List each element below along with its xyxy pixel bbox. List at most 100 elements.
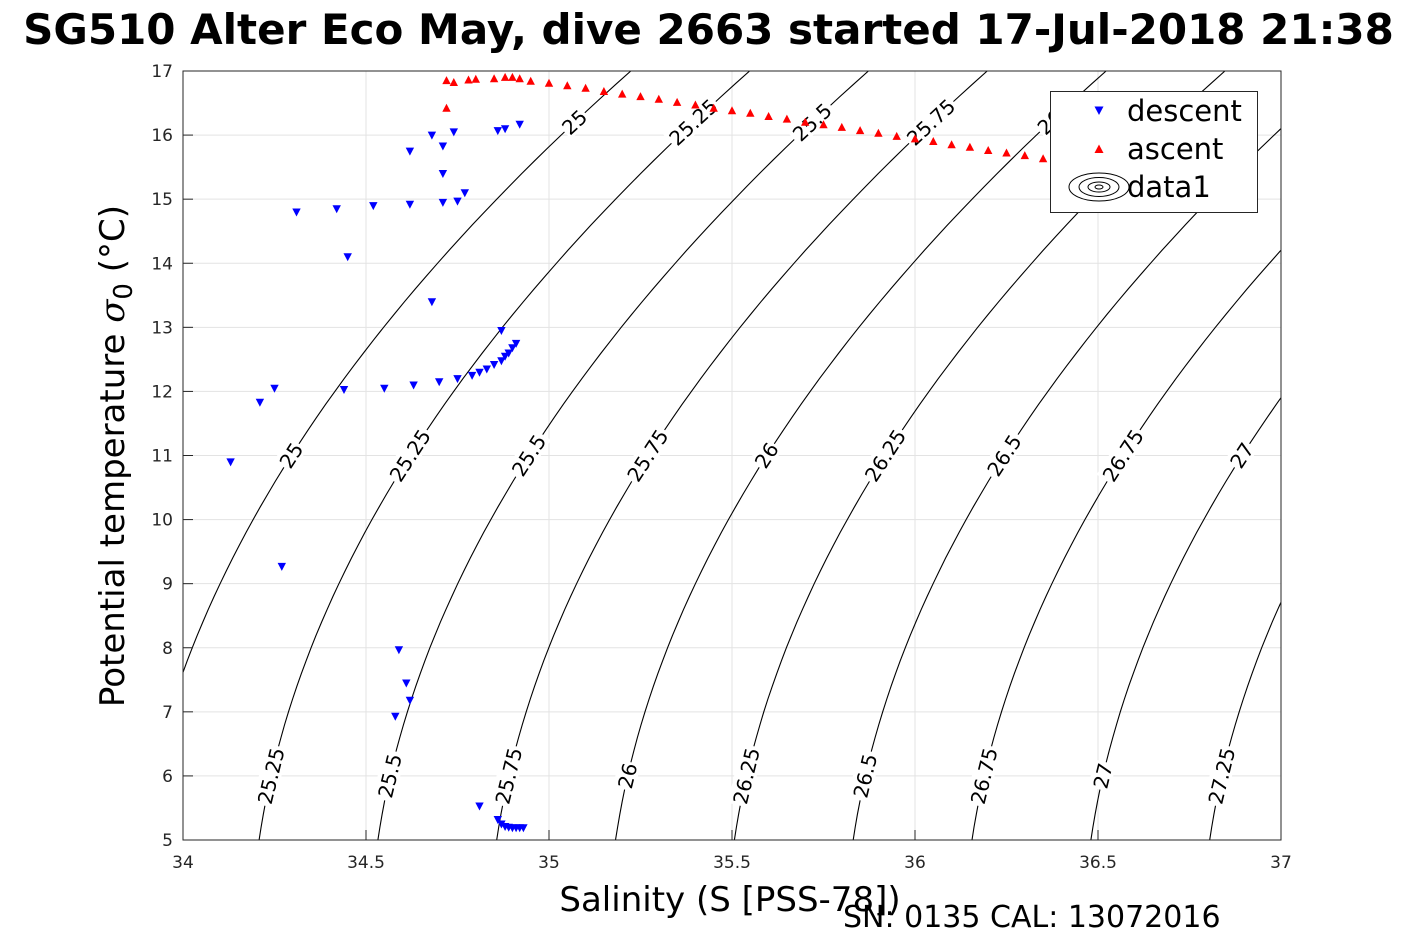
descent-point [255, 398, 265, 407]
ascent-point [464, 75, 473, 84]
descent-point [226, 458, 235, 467]
descent-point [343, 253, 352, 262]
descent-point [438, 198, 448, 207]
x-tick-label: 34 [172, 853, 194, 873]
ascent-point [449, 78, 458, 86]
y-tick-label: 5 [162, 831, 173, 851]
contour-label-group: 27 [1224, 437, 1259, 473]
ascent-point [874, 128, 883, 137]
descent-point [438, 170, 448, 178]
contour-icon [1068, 172, 1130, 202]
y-tick-label: 7 [162, 703, 173, 723]
descent-point [504, 349, 513, 358]
descent-point [405, 696, 415, 705]
ascent-point [929, 137, 938, 145]
contour-label-bg [858, 423, 911, 487]
descent-point [482, 365, 491, 374]
contour-label: 25.5 [373, 751, 407, 800]
legend-label-ascent: ascent [1127, 132, 1224, 166]
y-tick-label: 13 [151, 318, 173, 338]
contour-label-group: 26.5 [847, 748, 882, 803]
contour-label-bg [1096, 423, 1149, 487]
descent-point [515, 120, 524, 129]
contour-label-bg [505, 427, 552, 482]
descent-point [475, 368, 484, 377]
ascent-point [1038, 154, 1048, 163]
ascent-point [599, 87, 609, 95]
contour-label-group: 25 [273, 437, 308, 473]
ascent-point [691, 100, 700, 109]
y-tick-label: 12 [151, 382, 173, 402]
y-tick-label: 6 [162, 767, 173, 787]
descent-point [460, 189, 469, 198]
contour-label-bg [273, 437, 308, 473]
x-tick-label: 36 [904, 853, 926, 873]
legend-label-descent: descent [1127, 94, 1242, 128]
contour-label-bg [980, 427, 1027, 482]
contour-line [1325, 45, 1417, 865]
ascent-point [442, 76, 451, 85]
y-tick-label: 9 [162, 575, 173, 595]
descent-point [467, 371, 477, 380]
ascent-point [508, 72, 517, 81]
descent-point [435, 378, 444, 387]
axis-ticks: 34 34.5 35 35.5 36 36.5 37 5 6 7 8 9 10 11 12 13 14 15 16 1… [151, 62, 1291, 873]
contour-label-bg [749, 437, 783, 473]
descent-point [475, 802, 484, 811]
descent-point [500, 125, 510, 134]
descent-point [508, 344, 517, 353]
ascent-point [581, 83, 590, 92]
contour-label-group: 26 [749, 437, 784, 473]
y-tick-label: 16 [151, 126, 173, 146]
ascent-point [746, 108, 755, 117]
ascent-point [1020, 151, 1029, 160]
descent-point [405, 200, 415, 209]
descent-point [332, 205, 341, 214]
descent-point [277, 562, 286, 571]
y-axis-label: Potential temperature σ0 (°C) [93, 205, 139, 707]
ascent-point [801, 117, 810, 126]
contour-label-bg [1202, 743, 1239, 808]
descent-point [453, 375, 462, 384]
ascent-point [672, 97, 682, 106]
descent-point [369, 202, 378, 211]
contour-label-bg [621, 423, 673, 487]
x-tick-label: 37 [1270, 853, 1292, 873]
descent-point [493, 816, 502, 824]
descent-point [402, 679, 411, 688]
y-axis-label-text: Potential temperature [93, 322, 134, 708]
ascent-point [837, 122, 846, 131]
ascent-point [471, 74, 480, 83]
contour-label-bg [252, 743, 289, 808]
ascent-point [764, 112, 773, 120]
descent-series [226, 120, 528, 833]
ascent-point [855, 126, 865, 135]
ascent-point [544, 78, 554, 87]
contour-label-bg [727, 743, 764, 808]
ascent-point [819, 120, 828, 129]
contour-label: 25 [274, 438, 308, 472]
contour-label: 26 [613, 761, 642, 791]
ascent-point [489, 74, 499, 83]
contour-label-bg [1224, 437, 1259, 473]
contour-label: 27 [1225, 438, 1259, 472]
ascent-point [526, 76, 535, 85]
ascent-point [727, 106, 737, 115]
contour-label-bg [489, 743, 526, 808]
descent-point [449, 128, 458, 137]
ascent-point [947, 140, 956, 149]
x-tick-label: 34.5 [347, 853, 385, 873]
ascent-point [782, 114, 792, 123]
ascent-point [1002, 148, 1011, 157]
ascent-point [563, 81, 572, 90]
descent-point [497, 327, 506, 335]
ascent-point [515, 74, 524, 83]
y-tick-label: 15 [151, 190, 173, 210]
contour-label-group: 25.5 [372, 748, 407, 803]
contour-label-bg [612, 759, 641, 792]
x-tick-label: 35 [538, 853, 560, 873]
y-axis-unit: (°C) [93, 204, 134, 284]
descent-point [339, 386, 349, 394]
descent-point [380, 384, 389, 393]
y-tick-label: 14 [151, 254, 173, 274]
